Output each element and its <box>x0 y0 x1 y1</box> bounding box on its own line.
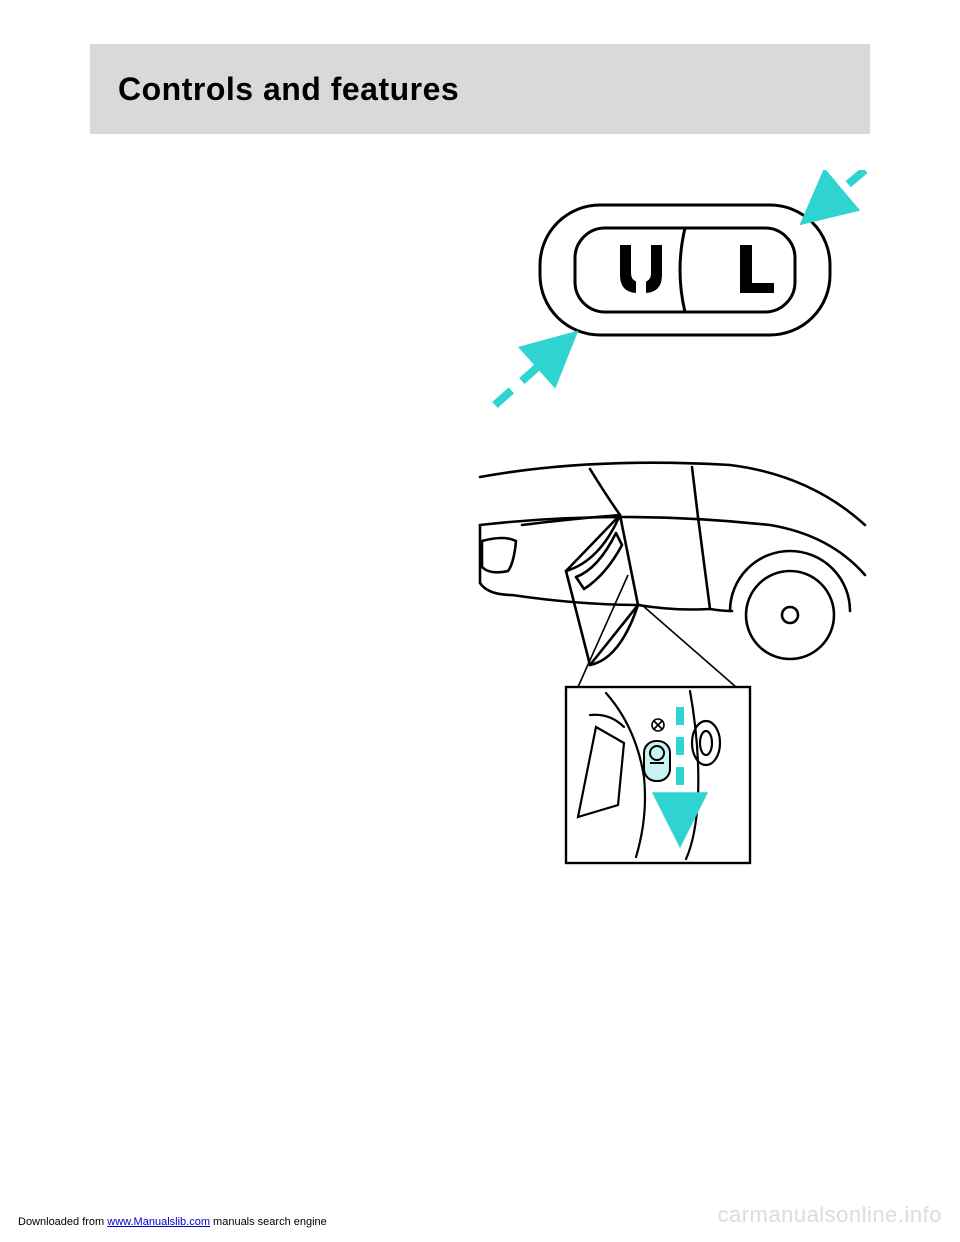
watermark: carmanualsonline.info <box>717 1202 942 1228</box>
section-title: Controls and features <box>118 71 459 108</box>
download-link[interactable]: www.Manualslib.com <box>107 1216 210 1228</box>
childproof-lever <box>644 741 670 781</box>
lock-switch-svg <box>470 170 870 420</box>
download-note: Downloaded from www.Manualslib.com manua… <box>18 1216 327 1228</box>
figure-power-door-lock-switch <box>470 170 870 420</box>
section-header: Controls and features <box>90 44 870 134</box>
childproof-svg <box>470 455 870 875</box>
figure-childproof-lock <box>470 455 870 875</box>
download-suffix: manuals search engine <box>213 1216 327 1228</box>
download-prefix: Downloaded from <box>18 1216 107 1228</box>
